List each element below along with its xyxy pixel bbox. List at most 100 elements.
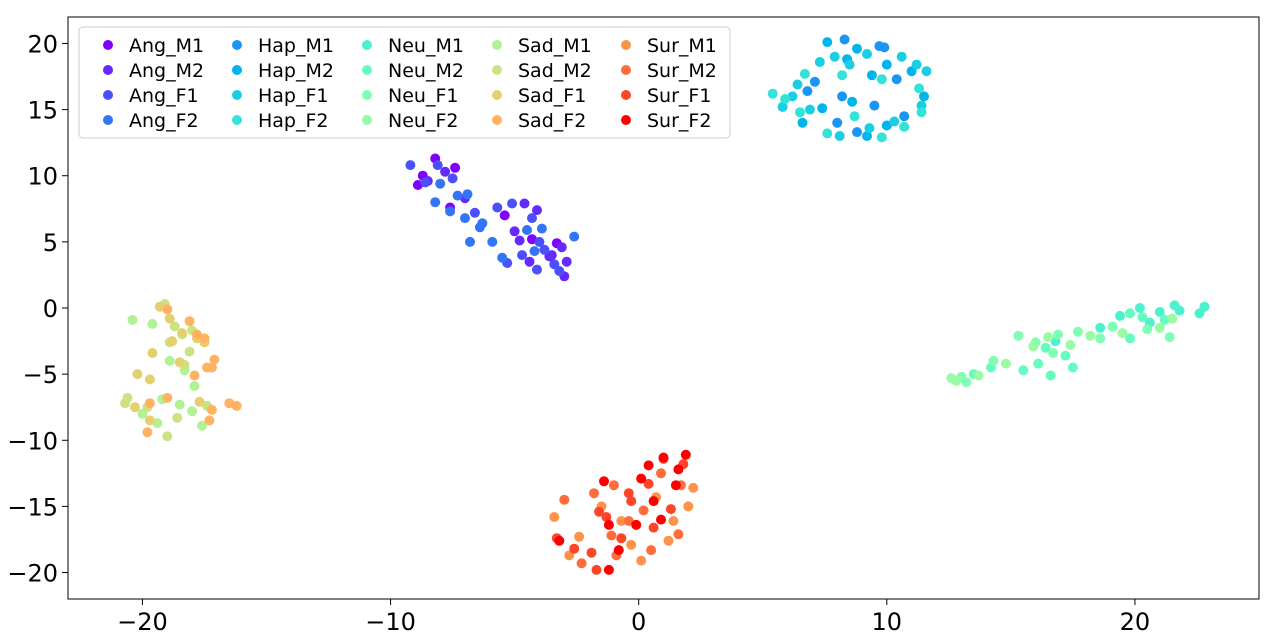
legend-label-sur-f2: Sur_F2 <box>647 110 711 132</box>
point-sad-m1 <box>197 420 207 431</box>
point-ang-m1 <box>499 210 510 221</box>
point-sad-m1 <box>187 406 198 417</box>
y-tick-label: 20 <box>27 30 58 58</box>
point-sad-m1 <box>127 314 138 325</box>
legend-marker-sad-m1 <box>492 40 502 50</box>
y-tick-label: 0 <box>43 295 58 323</box>
point-sur-f1 <box>601 512 612 522</box>
point-ang-f2 <box>430 197 441 208</box>
legend-label-hap-f2: Hap_F2 <box>258 110 329 132</box>
point-ang-m2 <box>524 256 535 267</box>
point-sad-m1 <box>164 355 175 366</box>
point-neu-m2 <box>1018 365 1029 376</box>
point-sad-f2 <box>162 392 173 403</box>
point-sad-f2 <box>231 400 242 411</box>
point-neu-f2 <box>1028 341 1039 352</box>
point-hap-f2 <box>849 111 860 122</box>
point-ang-f1 <box>549 259 560 270</box>
point-hap-f2 <box>799 68 810 79</box>
point-sad-f1 <box>174 357 185 368</box>
point-neu-m1 <box>1115 310 1125 321</box>
point-hap-f1 <box>864 123 875 134</box>
point-sad-f1 <box>147 348 158 358</box>
point-neu-m2 <box>1060 350 1071 361</box>
legend-label-ang-m2: Ang_M2 <box>129 60 204 82</box>
point-hap-m2 <box>797 117 808 128</box>
point-hap-m2 <box>817 103 828 114</box>
point-sad-m2 <box>120 398 131 409</box>
point-sur-m1 <box>616 516 627 526</box>
point-sad-f2 <box>209 354 220 365</box>
point-sur-f1 <box>569 543 580 554</box>
point-sad-f1 <box>177 328 188 339</box>
legend-label-hap-f1: Hap_F1 <box>258 85 329 107</box>
point-sad-f2 <box>144 398 155 409</box>
legend-label-neu-m2: Neu_M2 <box>388 60 464 82</box>
point-ang-f1 <box>420 177 431 188</box>
legend-marker-ang-m2 <box>103 65 113 75</box>
legend-marker-hap-f2 <box>232 115 242 125</box>
point-sad-f2 <box>206 362 217 373</box>
legend-marker-sad-f2 <box>492 115 502 125</box>
point-ang-f2 <box>522 225 532 235</box>
point-sur-f1 <box>643 478 654 489</box>
y-tick-label: 15 <box>27 97 58 125</box>
point-sur-f1 <box>591 564 602 575</box>
point-sur-m1 <box>549 512 560 522</box>
point-sad-f1 <box>194 396 205 407</box>
legend-marker-hap-f1 <box>232 90 242 100</box>
point-sad-f1 <box>164 313 175 324</box>
point-ang-f2 <box>452 190 463 201</box>
point-hap-m2 <box>881 120 892 131</box>
point-sur-f1 <box>665 504 676 515</box>
point-sur-f1 <box>648 522 659 533</box>
point-hap-f1 <box>889 116 900 127</box>
point-hap-f1 <box>896 51 907 62</box>
point-sur-f1 <box>616 533 627 544</box>
point-hap-f2 <box>822 128 833 139</box>
point-neu-f2 <box>1167 313 1178 324</box>
point-sad-f1 <box>132 369 143 380</box>
point-neu-m1 <box>1134 303 1145 313</box>
legend: Ang_M1 Ang_M2 Ang_F1 Ang_F2 Hap_M1 Hap_M2 Hap_… <box>78 26 731 139</box>
legend-label-ang-m1: Ang_M1 <box>129 35 204 57</box>
point-hap-f2 <box>876 74 887 85</box>
point-sur-m2 <box>589 488 599 499</box>
point-sad-f2 <box>189 370 200 381</box>
point-neu-m2 <box>1125 333 1135 344</box>
point-sur-f2 <box>554 535 565 546</box>
y-tick-label: −5 <box>23 361 58 389</box>
point-sur-m2 <box>608 480 619 491</box>
point-sur-f2 <box>648 496 659 507</box>
x-tick-label: 0 <box>631 608 646 635</box>
point-ang-f1 <box>534 236 545 247</box>
point-sur-f2 <box>599 476 609 487</box>
x-tick-label: 10 <box>872 608 903 635</box>
point-sur-m1 <box>663 535 674 546</box>
point-neu-m2 <box>1159 314 1170 325</box>
y-tick-label: −10 <box>7 427 58 455</box>
point-ang-f1 <box>507 198 518 209</box>
point-ang-m2 <box>514 235 525 246</box>
point-sur-m2 <box>576 558 587 569</box>
legend-label-sur-f1: Sur_F1 <box>647 85 711 107</box>
legend-label-neu-m1: Neu_M1 <box>388 35 464 57</box>
point-neu-m1 <box>1154 307 1165 317</box>
point-sur-m2 <box>559 494 570 505</box>
point-sur-f1 <box>623 488 634 499</box>
legend-label-sad-f1: Sad_F1 <box>518 85 586 107</box>
legend-label-hap-m2: Hap_M2 <box>258 60 334 82</box>
point-sad-m1 <box>147 318 158 329</box>
legend-marker-neu-f1 <box>362 90 372 100</box>
axes: −20 −10 0 10 20 −20 −15 −10 −5 0 5 10 15 20 <box>7 30 1150 635</box>
point-ang-m1 <box>450 162 461 173</box>
point-hap-f1 <box>814 57 825 67</box>
point-ang-f1 <box>469 207 480 218</box>
point-sur-m1 <box>683 501 694 512</box>
point-sur-f2 <box>613 545 624 556</box>
legend-marker-sad-f1 <box>492 90 502 100</box>
point-sur-m1 <box>574 531 585 542</box>
point-ang-f2 <box>465 236 475 247</box>
x-tick-label: −20 <box>117 608 168 635</box>
point-hap-f1 <box>777 101 788 112</box>
